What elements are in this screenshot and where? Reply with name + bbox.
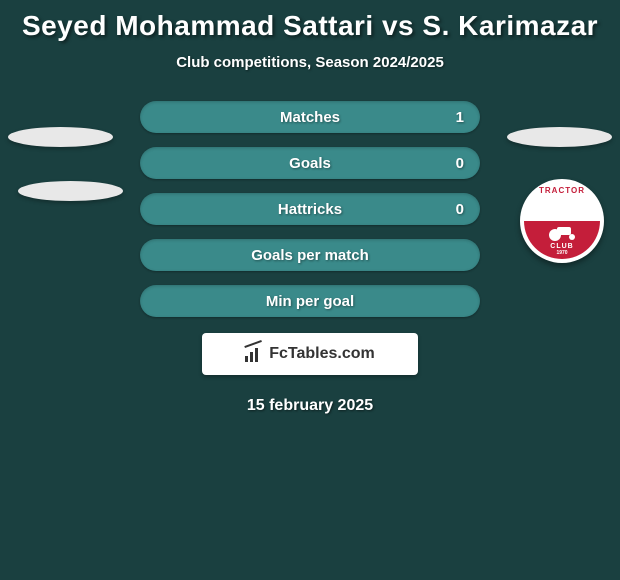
stat-label: Hattricks [278,201,342,218]
stat-row-goals: Goals 0 [0,147,620,179]
stat-value-right: 0 [456,201,464,218]
stat-label: Min per goal [266,293,354,310]
footer-date: 15 february 2025 [0,397,620,415]
stat-row-min-per-goal: Min per goal [0,285,620,317]
stat-row-hattricks: Hattricks 0 [0,193,620,225]
stat-bar: Goals per match [140,239,480,271]
stat-bar: Matches 1 [140,101,480,133]
page-subtitle: Club competitions, Season 2024/2025 [0,54,620,71]
main-container: Seyed Mohammad Sattari vs S. Karimazar C… [0,0,620,425]
stats-area: Matches 1 Goals 0 Hattricks 0 Goals per … [0,101,620,317]
stat-label: Goals per match [251,247,369,264]
fctables-logo[interactable]: FcTables.com [202,333,418,375]
logo-content: FcTables.com [245,345,375,363]
stat-value-right: 0 [456,155,464,172]
stat-label: Matches [280,109,340,126]
chart-icon [245,346,263,362]
stat-bar: Min per goal [140,285,480,317]
stat-bar: Goals 0 [140,147,480,179]
stat-label: Goals [289,155,331,172]
page-title: Seyed Mohammad Sattari vs S. Karimazar [0,10,620,42]
stat-row-matches: Matches 1 [0,101,620,133]
logo-text: FcTables.com [269,345,375,363]
stat-row-goals-per-match: Goals per match [0,239,620,271]
stat-bar: Hattricks 0 [140,193,480,225]
stat-value-right: 1 [456,109,464,126]
